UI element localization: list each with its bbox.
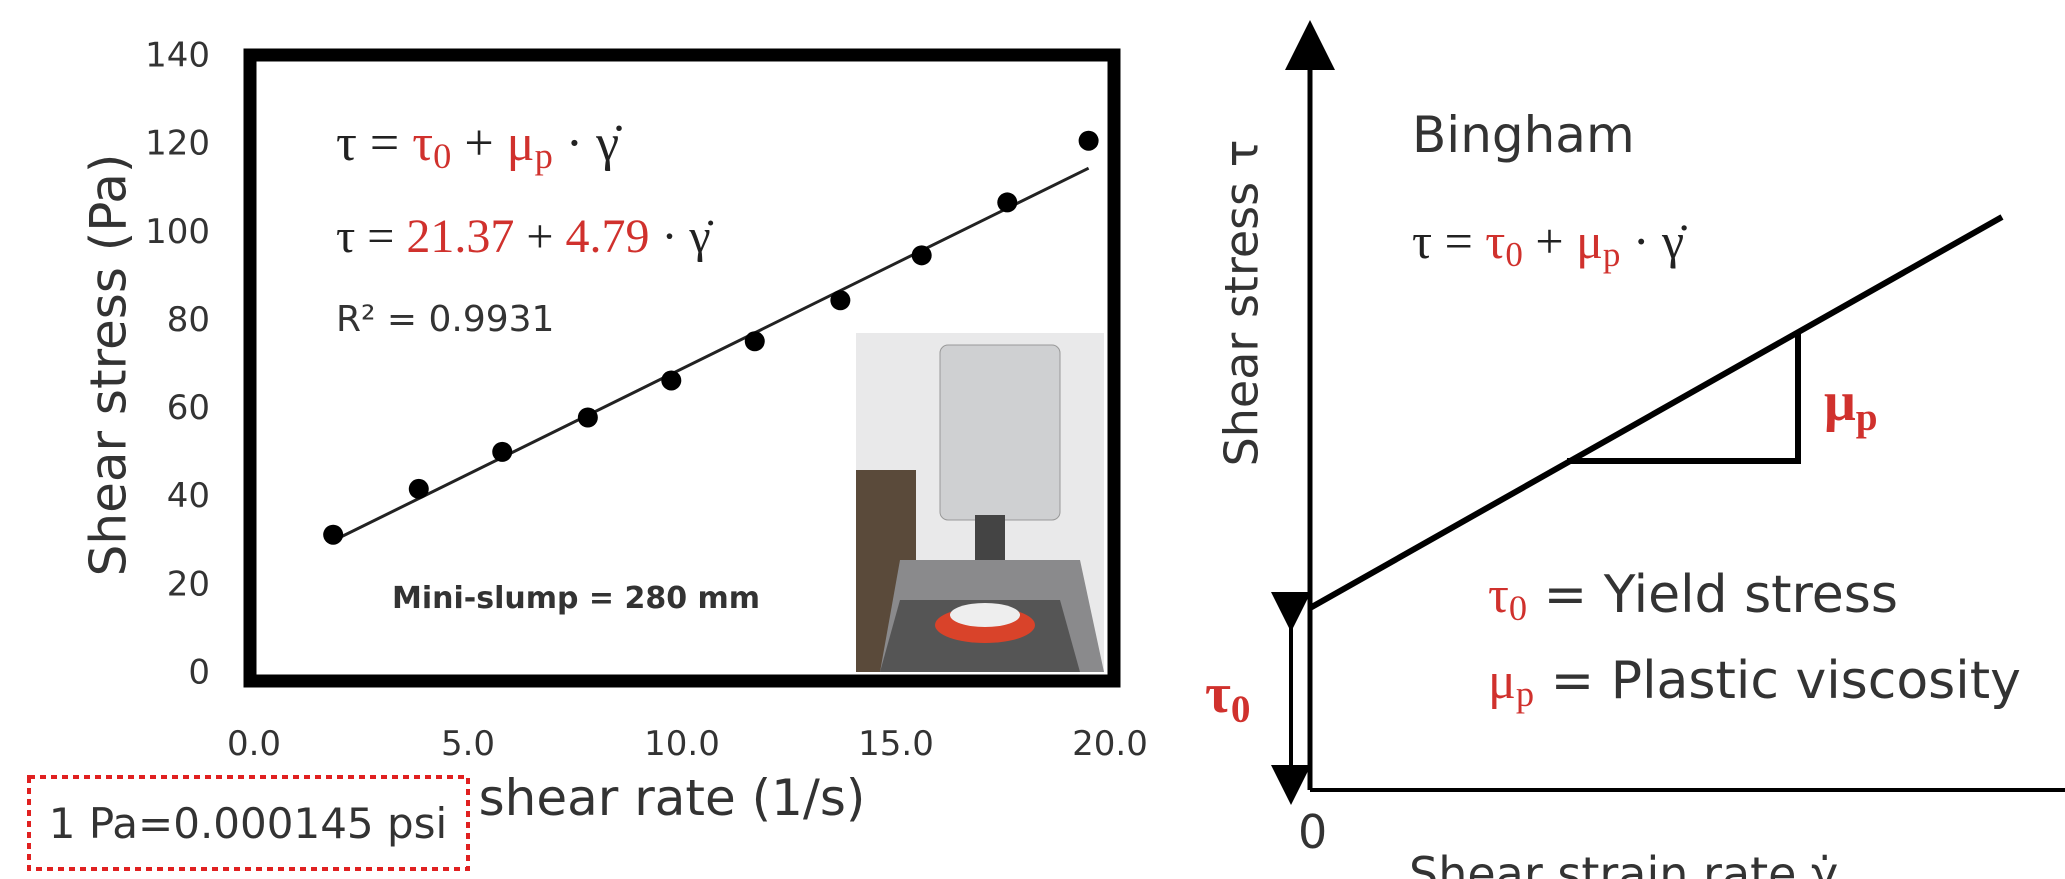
x-axis-title: shear rate (1/s) bbox=[479, 769, 866, 827]
figure: Shear stress (Pa) shear rate (1/s) τ = τ… bbox=[0, 0, 2065, 879]
chart: Shear stress (Pa) shear rate (1/s) τ = τ… bbox=[80, 36, 1148, 828]
diagram-title: Bingham bbox=[1412, 106, 1635, 164]
data-point bbox=[323, 525, 343, 545]
y-axis-title: Shear stress (Pa) bbox=[80, 154, 138, 577]
y-tick-label: 140 bbox=[145, 36, 210, 76]
diagram-formula: τ = τ0 + μp · γ̇ bbox=[1412, 213, 1687, 274]
data-point bbox=[830, 290, 850, 310]
x-axis-title: Shear strain rate γ̇ bbox=[1409, 847, 1838, 879]
label-part: 0 bbox=[1231, 688, 1251, 731]
x-tick-label: 5.0 bbox=[441, 724, 495, 764]
formula-part: + bbox=[451, 115, 506, 172]
legend-part: 0 bbox=[1509, 588, 1527, 628]
data-point bbox=[409, 479, 429, 499]
diagram: Shear stress τ 0 Shear strain rate γ̇ Bi… bbox=[1205, 45, 2065, 879]
formula-part: μ bbox=[1576, 213, 1603, 269]
data-point bbox=[1079, 131, 1099, 151]
data-point bbox=[661, 370, 681, 390]
fit-intercept: 21.37 bbox=[406, 210, 514, 263]
note: 1 Pa=0.000145 psi bbox=[49, 799, 447, 848]
r-squared: R² = 0.9931 bbox=[336, 299, 554, 340]
legend-part: = Plastic viscosity bbox=[1534, 651, 2021, 711]
legend-viscosity: μp = Plastic viscosity bbox=[1488, 651, 2021, 714]
page: Shear stress (Pa) shear rate (1/s) τ = τ… bbox=[0, 0, 2065, 879]
formula-part: τ = bbox=[1412, 213, 1485, 269]
data-point bbox=[578, 408, 598, 428]
y-tick-label: 100 bbox=[145, 212, 210, 252]
y-tick-label: 20 bbox=[167, 564, 210, 604]
fit-part: + bbox=[514, 210, 565, 263]
x-tick-label: 15.0 bbox=[858, 724, 934, 764]
legend-part: μ bbox=[1488, 653, 1516, 710]
data-point bbox=[997, 192, 1017, 212]
formula-part: τ bbox=[1485, 213, 1505, 269]
formula-part: · γ̇ bbox=[553, 115, 622, 172]
label-part: p bbox=[1856, 396, 1878, 439]
legend-part: p bbox=[1516, 674, 1534, 714]
y-tick-label: 120 bbox=[145, 124, 210, 164]
y-tick-label: 0 bbox=[188, 653, 210, 693]
label-part: μ bbox=[1824, 371, 1856, 433]
x-tick-label: 10.0 bbox=[644, 724, 720, 764]
fit-part: τ = bbox=[336, 210, 406, 263]
y-axis-title: Shear stress τ bbox=[1215, 140, 1269, 467]
y-tick-label: 60 bbox=[167, 388, 210, 428]
fit-part: · γ̇ bbox=[649, 210, 713, 263]
formula-part: + bbox=[1523, 213, 1576, 269]
origin-label: 0 bbox=[1298, 805, 1327, 859]
y-tick-label: 40 bbox=[167, 476, 210, 516]
y-tick-label: 80 bbox=[167, 300, 210, 340]
data-point bbox=[912, 245, 932, 265]
intercept-label: τ0 bbox=[1205, 663, 1250, 731]
legend-yield: τ0 = Yield stress bbox=[1488, 565, 1898, 628]
x-tick-label: 0.0 bbox=[227, 724, 281, 764]
data-point bbox=[492, 442, 512, 462]
formula-part: 0 bbox=[433, 136, 451, 176]
bingham-line bbox=[1310, 217, 2002, 608]
legend-part: τ bbox=[1488, 567, 1509, 624]
formula-part: μ bbox=[507, 115, 535, 172]
formula-part: τ = bbox=[336, 115, 412, 172]
inset-photo bbox=[856, 333, 1104, 672]
formula-part: 0 bbox=[1505, 235, 1523, 274]
x-tick-label: 20.0 bbox=[1072, 724, 1148, 764]
formula-part: p bbox=[535, 136, 553, 176]
slope-label: μp bbox=[1824, 371, 1878, 439]
fit-slope: 4.79 bbox=[565, 210, 649, 263]
fit-equation: τ = 21.37 + 4.79 · γ̇ bbox=[336, 210, 714, 263]
formula-part: · γ̇ bbox=[1620, 213, 1687, 269]
formula: τ = τ0 + μp · γ̇ bbox=[336, 115, 622, 176]
formula-part: τ bbox=[412, 115, 433, 172]
annotation: Mini-slump = 280 mm bbox=[392, 581, 760, 616]
label-part: τ bbox=[1205, 663, 1231, 725]
formula-part: p bbox=[1603, 235, 1621, 274]
data-point bbox=[745, 331, 765, 351]
legend-part: = Yield stress bbox=[1527, 565, 1898, 625]
